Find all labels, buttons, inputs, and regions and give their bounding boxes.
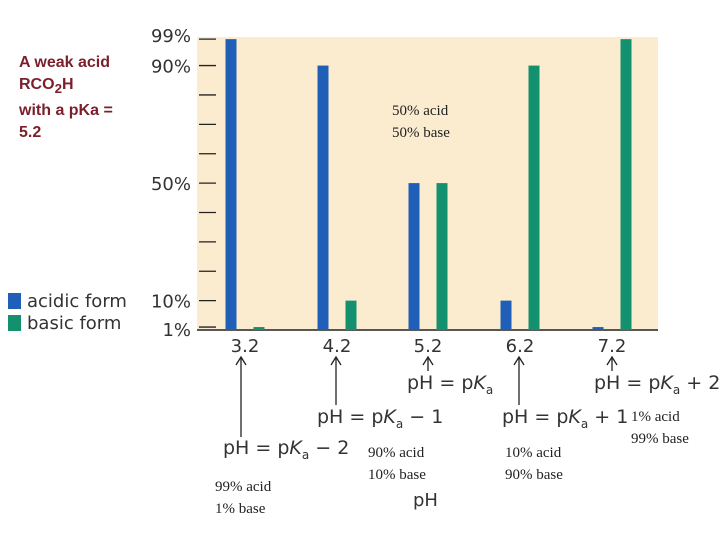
formula-k: K [660, 372, 673, 394]
intro-line-4: 5.2 [19, 124, 42, 142]
y-tick-label: 50% [151, 174, 191, 195]
arrow-head [235, 355, 247, 366]
note-10-90-line-2: 90% base [505, 467, 563, 483]
y-tick-label: 1% [162, 320, 191, 341]
formula-a: a [580, 416, 589, 431]
arrow-head [606, 355, 618, 366]
formula-suffix: + 2 [680, 372, 720, 394]
x-tick-label: 6.2 [506, 336, 535, 357]
intro-formula-suffix: H [61, 76, 74, 93]
formula-a: a [672, 382, 681, 397]
legend-item-basic: basic form [8, 312, 127, 334]
x-axis-title: pH [413, 490, 438, 511]
intro-line-3: with a pKa = [19, 102, 113, 120]
intro-formula-subscript: 2 [54, 81, 62, 97]
formula-k: K [289, 437, 302, 459]
legend-swatch-acidic [8, 293, 21, 309]
formula-equals: = p [433, 372, 474, 394]
legend: acidic form basic form [8, 290, 127, 334]
formula-a: a [395, 416, 404, 431]
x-tick-label: 5.2 [414, 336, 443, 357]
formula-equals: = p [620, 372, 661, 394]
bar-basic [253, 327, 265, 330]
y-tick-label: 90% [151, 57, 191, 78]
bar-acidic [225, 39, 237, 330]
arrow-head [422, 355, 434, 366]
legend-item-acidic: acidic form [8, 290, 127, 312]
x-tick-label: 7.2 [598, 336, 627, 357]
note-10-90-line-1: 10% acid [505, 445, 562, 461]
note-90-10-line-1: 90% acid [368, 445, 425, 461]
arrow-head [330, 355, 342, 366]
bar-acidic [592, 327, 604, 330]
note-1-99: 1% acid 99% base [631, 406, 689, 450]
formula-ph-minus-1: pH = pKa − 1 [317, 406, 443, 431]
formula-ph-label: pH [407, 372, 434, 394]
bar-basic [345, 300, 357, 330]
note-50-50-line-2: 50% base [392, 125, 450, 141]
x-tick-label: 3.2 [231, 336, 260, 357]
note-90-10-line-2: 10% base [368, 467, 426, 483]
formula-suffix: − 2 [309, 437, 350, 459]
legend-label-basic: basic form [27, 312, 122, 334]
y-tick-label: 10% [151, 292, 191, 313]
y-tick-label: 99% [151, 26, 191, 47]
legend-label-acidic: acidic form [27, 290, 127, 312]
note-50-50-line-1: 50% acid [392, 103, 449, 119]
formula-ph-label: pH [594, 372, 621, 394]
bar-acidic [500, 300, 512, 330]
formula-equals: = p [528, 406, 569, 428]
legend-swatch-basic [8, 315, 21, 331]
intro-line-1: A weak acid [19, 54, 111, 71]
formula-ph-minus-2: pH = pKa − 2 [223, 437, 349, 462]
formula-a: a [301, 447, 310, 462]
formula-k: K [473, 372, 486, 394]
note-99-1-line-2: 1% base [215, 501, 266, 517]
formula-ph-label: pH [223, 437, 250, 459]
x-tick-label: 4.2 [323, 336, 352, 357]
bar-basic [620, 39, 632, 330]
formula-k: K [383, 406, 396, 428]
note-90-10: 90% acid 10% base [368, 442, 426, 486]
formula-ph-label: pH [317, 406, 344, 428]
note-50-50: 50% acid 50% base [392, 100, 450, 144]
intro-line-2: RCO2H [19, 74, 137, 100]
arrow-head [513, 355, 525, 366]
note-1-99-line-2: 99% base [631, 431, 689, 447]
note-1-99-line-1: 1% acid [631, 409, 680, 425]
note-10-90: 10% acid 90% base [505, 442, 563, 486]
formula-ph-equals-pka: pH = pKa [407, 372, 493, 397]
note-99-1: 99% acid 1% base [215, 476, 271, 520]
formula-suffix: − 1 [403, 406, 444, 428]
bar-basic [528, 65, 540, 330]
formula-suffix: + 1 [588, 406, 629, 428]
formula-equals: = p [249, 437, 290, 459]
formula-ph-plus-1: pH = pKa + 1 [502, 406, 628, 431]
formula-a: a [485, 382, 494, 397]
note-99-1-line-1: 99% acid [215, 479, 272, 495]
bar-acidic [317, 65, 329, 330]
intro-formula-prefix: RCO [19, 76, 55, 93]
bar-acidic [408, 183, 420, 330]
formula-equals: = p [343, 406, 384, 428]
formula-ph-label: pH [502, 406, 529, 428]
formula-ph-plus-2: pH = pKa + 2 [594, 372, 720, 397]
formula-k: K [568, 406, 581, 428]
plot-background [197, 37, 658, 330]
bar-basic [436, 183, 448, 330]
intro-text: A weak acid RCO2H with a pKa = 5.2 [19, 52, 137, 144]
